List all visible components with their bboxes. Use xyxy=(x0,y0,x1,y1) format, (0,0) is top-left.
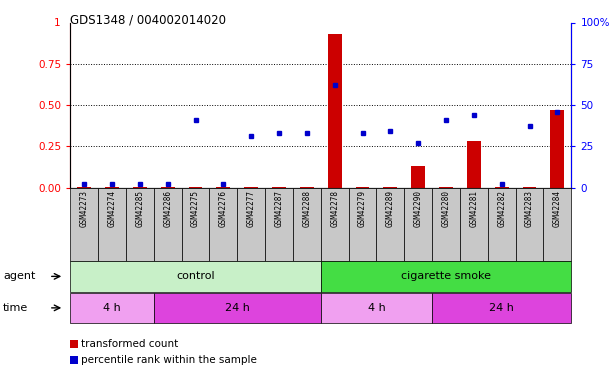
Bar xyxy=(432,292,571,323)
Bar xyxy=(321,188,349,261)
Text: GDS1348 / 004002014020: GDS1348 / 004002014020 xyxy=(70,13,226,26)
Text: GSM42276: GSM42276 xyxy=(219,190,228,227)
Text: 1: 1 xyxy=(54,18,60,27)
Bar xyxy=(321,261,571,292)
Text: cigarette smoke: cigarette smoke xyxy=(401,272,491,281)
Bar xyxy=(293,188,321,261)
Text: GSM42280: GSM42280 xyxy=(442,190,450,227)
Text: GSM42281: GSM42281 xyxy=(469,190,478,227)
Text: GSM42273: GSM42273 xyxy=(79,190,89,227)
Bar xyxy=(321,292,432,323)
Bar xyxy=(237,188,265,261)
Bar xyxy=(516,188,543,261)
Text: GSM42275: GSM42275 xyxy=(191,190,200,227)
Text: GSM42279: GSM42279 xyxy=(358,190,367,227)
Bar xyxy=(272,187,286,188)
Bar xyxy=(300,187,314,188)
Bar xyxy=(551,110,565,188)
Bar xyxy=(495,187,509,188)
Bar xyxy=(376,188,404,261)
Text: control: control xyxy=(176,272,215,281)
Text: GSM42287: GSM42287 xyxy=(274,190,284,227)
Bar xyxy=(404,188,432,261)
Bar xyxy=(488,188,516,261)
Text: GSM42289: GSM42289 xyxy=(386,190,395,227)
Bar xyxy=(154,292,321,323)
Bar xyxy=(181,188,210,261)
Text: 24 h: 24 h xyxy=(489,303,514,313)
Text: agent: agent xyxy=(3,272,35,281)
Bar xyxy=(70,292,154,323)
Bar xyxy=(432,188,460,261)
Bar xyxy=(460,188,488,261)
Bar xyxy=(522,187,536,188)
Bar xyxy=(98,188,126,261)
Bar xyxy=(244,187,258,188)
Text: GSM42277: GSM42277 xyxy=(247,190,255,227)
Bar xyxy=(189,187,202,188)
Text: transformed count: transformed count xyxy=(81,339,178,349)
Bar xyxy=(356,187,370,188)
Text: GSM42278: GSM42278 xyxy=(330,190,339,227)
Bar xyxy=(77,187,91,188)
Text: 4 h: 4 h xyxy=(103,303,121,313)
Bar xyxy=(411,166,425,188)
Bar xyxy=(161,187,175,188)
Bar xyxy=(70,261,321,292)
Text: time: time xyxy=(3,303,28,313)
Bar xyxy=(105,187,119,188)
Bar xyxy=(70,188,98,261)
Bar xyxy=(327,34,342,188)
Text: GSM42286: GSM42286 xyxy=(163,190,172,227)
Text: GSM42284: GSM42284 xyxy=(553,190,562,227)
Bar xyxy=(126,188,154,261)
Text: GSM42274: GSM42274 xyxy=(108,190,117,227)
Bar xyxy=(349,188,376,261)
Bar xyxy=(439,187,453,188)
Bar xyxy=(265,188,293,261)
Bar xyxy=(210,188,237,261)
Bar xyxy=(543,188,571,261)
Text: GSM42283: GSM42283 xyxy=(525,190,534,227)
Bar xyxy=(467,141,481,188)
Text: GSM42290: GSM42290 xyxy=(414,190,423,227)
Text: 24 h: 24 h xyxy=(225,303,250,313)
Bar xyxy=(384,187,397,188)
Text: GSM42285: GSM42285 xyxy=(136,190,144,227)
Bar xyxy=(216,187,230,188)
Bar xyxy=(154,188,181,261)
Bar xyxy=(133,187,147,188)
Text: percentile rank within the sample: percentile rank within the sample xyxy=(81,355,257,364)
Text: GSM42288: GSM42288 xyxy=(302,190,312,227)
Text: 4 h: 4 h xyxy=(368,303,386,313)
Text: GSM42282: GSM42282 xyxy=(497,190,506,227)
